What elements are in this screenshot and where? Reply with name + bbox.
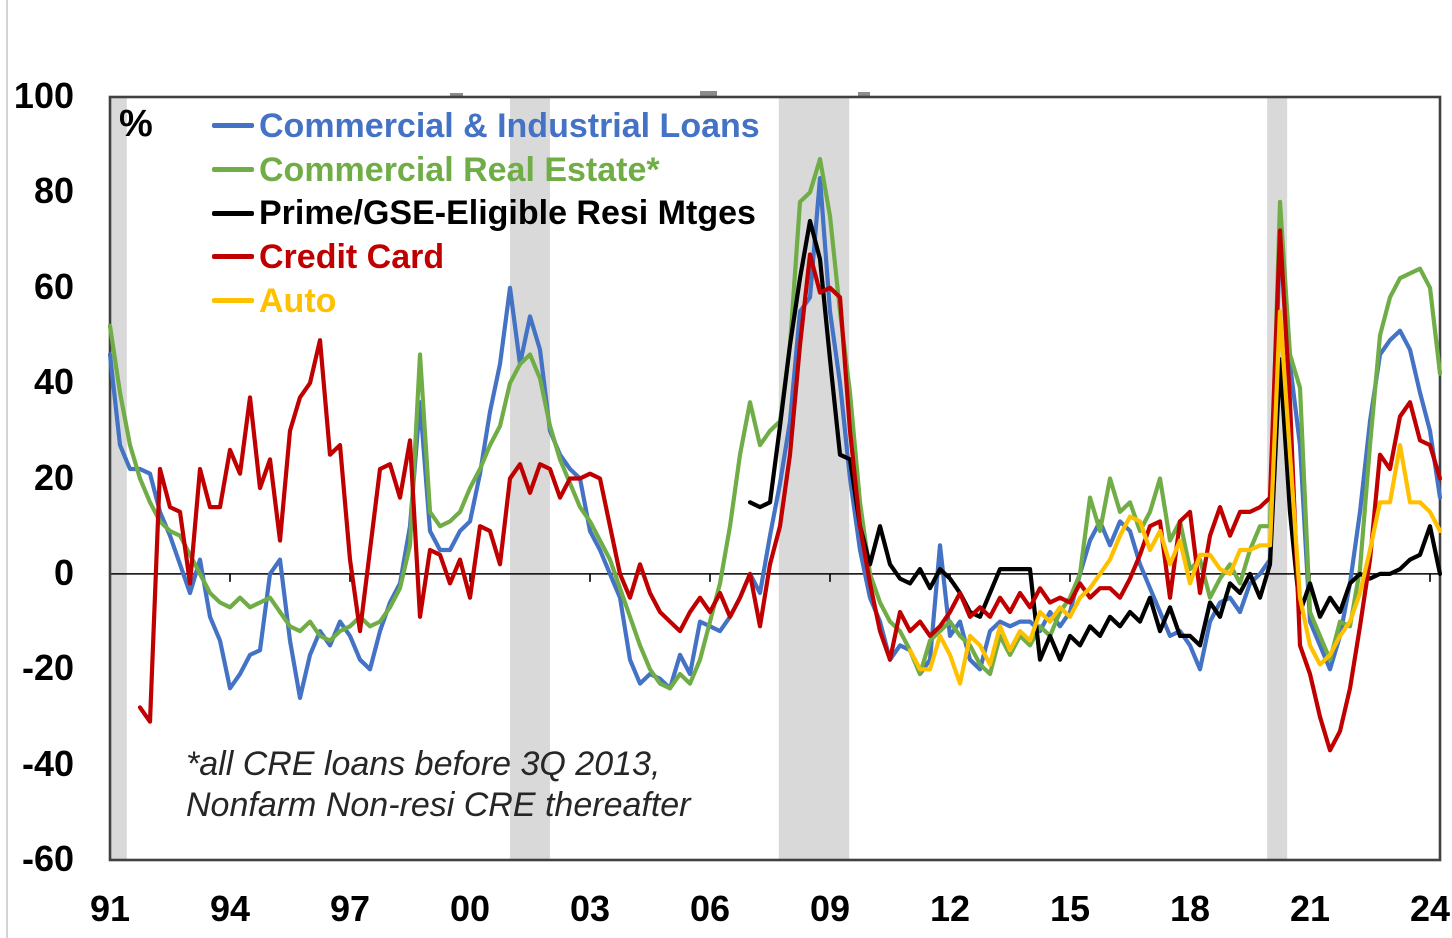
- legend-label: Prime/GSE-Eligible Resi Mtges: [259, 194, 756, 233]
- y-axis-label: 80: [33, 170, 74, 212]
- y-axis-label: -40: [21, 742, 74, 784]
- footnote-line2: Nonfarm Non-resi CRE thereafter: [186, 786, 691, 824]
- y-axis-label: 20: [33, 456, 74, 498]
- legend-item-cre: Commercial Real Estate*: [212, 148, 760, 192]
- page-left-edge-line: [6, 0, 8, 938]
- x-axis-label: 94: [209, 888, 251, 929]
- x-axis-label: 18: [1169, 888, 1211, 929]
- x-axis-label: 12: [929, 888, 971, 929]
- legend-label: Commercial & Industrial Loans: [259, 106, 760, 145]
- recession-band: [778, 97, 850, 860]
- legend-item-ci-loans: Commercial & Industrial Loans: [212, 104, 760, 148]
- legend-item-resi-mtges: Prime/GSE-Eligible Resi Mtges: [212, 191, 760, 235]
- series-line-auto: [907, 309, 1442, 686]
- y-axis-unit-label: %: [119, 103, 153, 145]
- y-axis-label: -20: [21, 647, 74, 689]
- footnote: *all CRE loans before 3Q 2013, Nonfarm N…: [186, 744, 691, 826]
- x-axis-label: 15: [1049, 888, 1091, 929]
- footnote-line1: *all CRE loans before 3Q 2013,: [186, 745, 661, 783]
- x-axis-label: 21: [1289, 888, 1331, 929]
- legend-line-swatch: [212, 254, 254, 260]
- legend-label: Commercial Real Estate*: [259, 150, 660, 189]
- legend-line-swatch: [212, 210, 254, 216]
- cropped-title-remnant: [700, 91, 717, 97]
- series-line-cre: [108, 156, 1442, 691]
- x-axis-label: 06: [689, 888, 731, 929]
- x-axis-label: 91: [89, 888, 131, 929]
- y-axis-label: 60: [33, 265, 74, 307]
- cropped-title-remnant: [450, 93, 463, 97]
- x-axis-label: 09: [809, 888, 851, 929]
- legend-line-swatch: [212, 298, 254, 304]
- series-line-credit-card: [137, 228, 1442, 753]
- y-axis-label: 100: [13, 75, 74, 116]
- cropped-title-remnant: [858, 92, 870, 97]
- legend-label: Auto: [259, 281, 337, 320]
- x-axis-label: 97: [329, 888, 371, 929]
- x-axis-label: 03: [569, 888, 611, 929]
- recession-band: [110, 97, 127, 860]
- legend-line-swatch: [212, 167, 254, 173]
- legend-line-swatch: [212, 123, 254, 129]
- y-axis-label: 40: [33, 361, 74, 403]
- y-axis-label: -60: [21, 838, 74, 879]
- recession-band: [510, 97, 550, 860]
- legend: Commercial & Industrial Loans Commercial…: [212, 104, 760, 322]
- x-axis-label: 00: [449, 888, 491, 929]
- y-axis-label: 0: [53, 551, 74, 593]
- legend-item-auto: Auto: [212, 279, 760, 323]
- x-axis-label: 24: [1409, 888, 1451, 929]
- legend-label: Credit Card: [259, 237, 445, 276]
- legend-item-credit-card: Credit Card: [212, 235, 760, 279]
